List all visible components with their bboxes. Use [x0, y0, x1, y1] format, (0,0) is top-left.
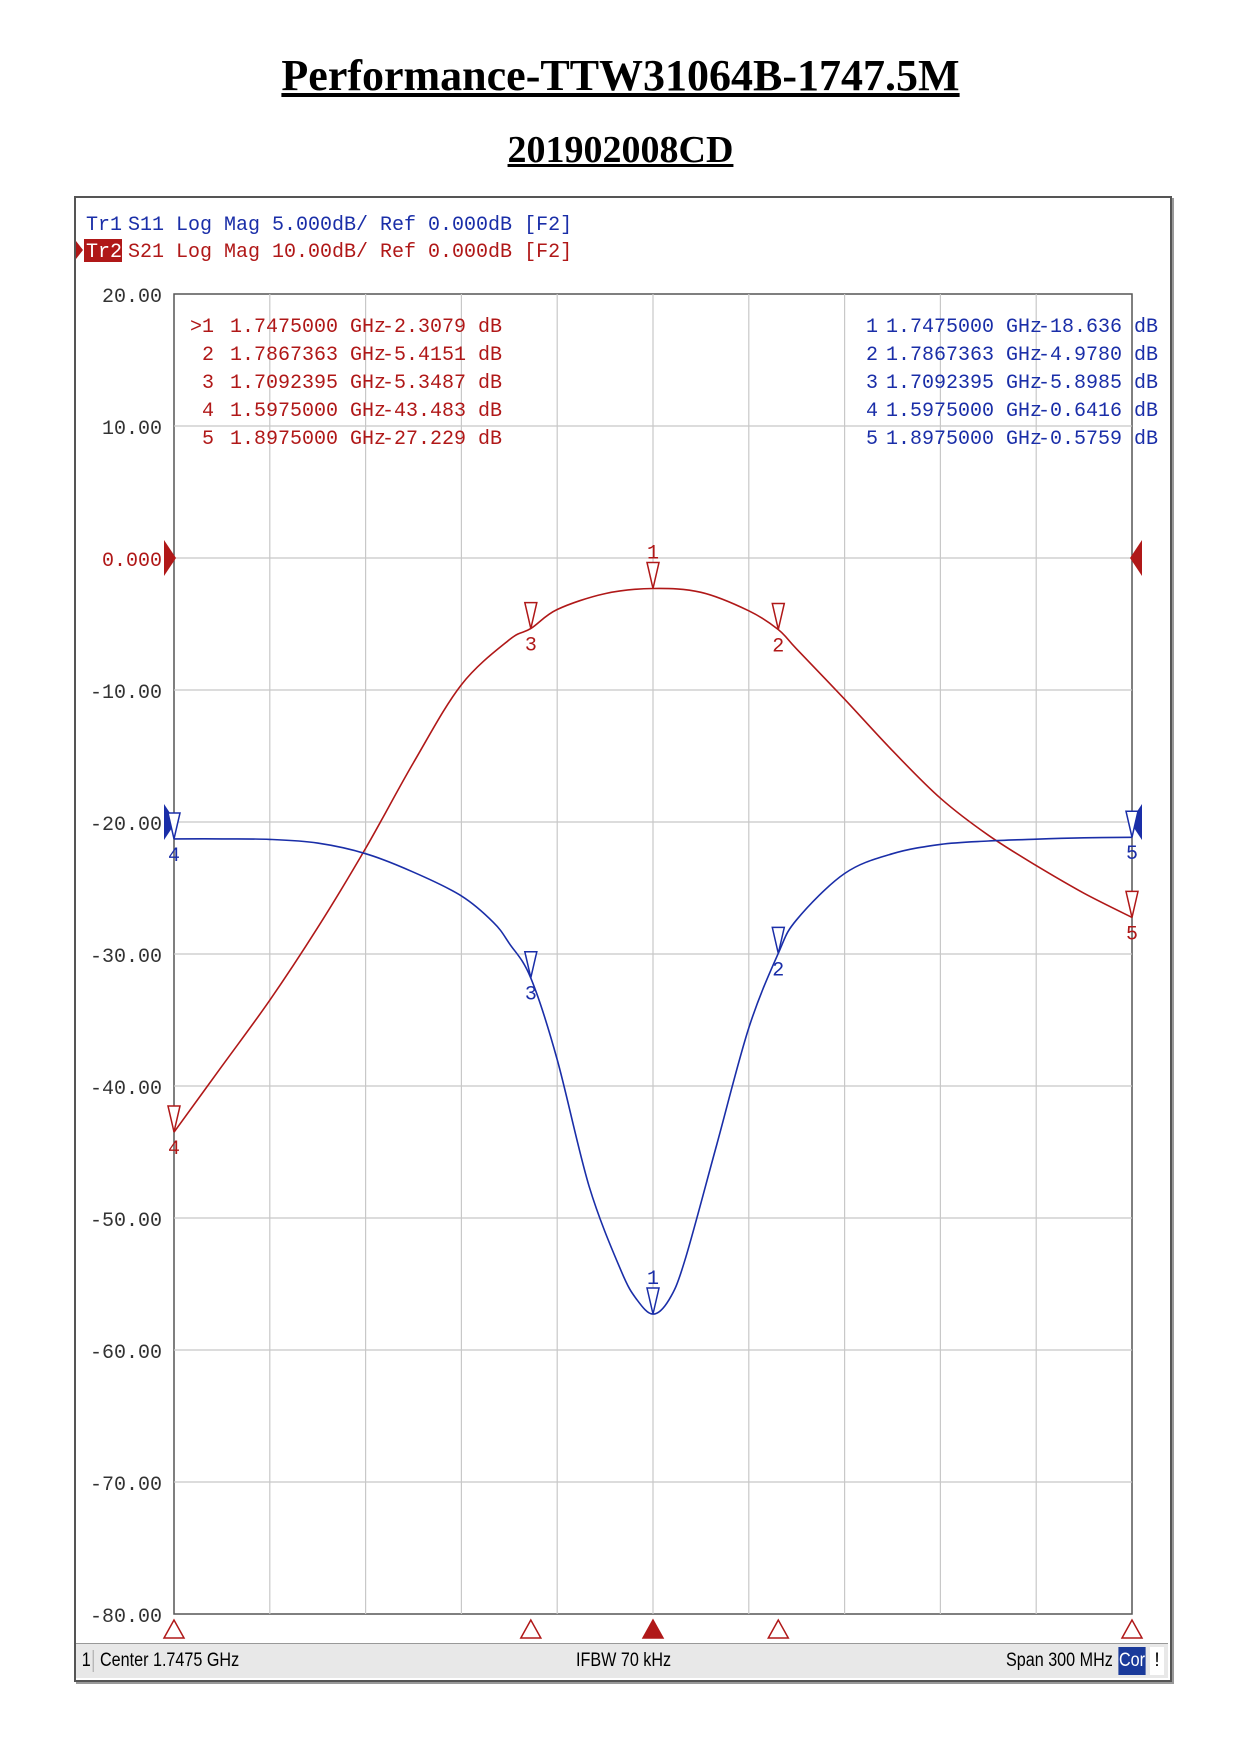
- s11-readout-num: 3: [866, 372, 878, 395]
- active-trace-indicator: [76, 241, 83, 259]
- s21-readout-freq: 1.7475000 GHz: [230, 316, 386, 339]
- correction-badge[interactable]: Cor: [1118, 1647, 1146, 1675]
- s21-readout-num: 4: [202, 400, 214, 423]
- grid: [164, 293, 1142, 1615]
- s21-marker-triangle: [523, 601, 538, 629]
- vna-screen: Tr1 S11 Log Mag 5.000dB/ Ref 0.000dB [F2…: [74, 196, 1172, 1682]
- marker-readouts: >1 1.7475000 GHz-2.3079 dB2 1.7867363 GHz-…: [190, 316, 1158, 451]
- channel-number[interactable]: 1: [80, 1650, 94, 1672]
- y-tick-label: 0.000: [102, 550, 162, 573]
- tr1-settings: S11 Log Mag 5.000dB/ Ref 0.000dB [F2]: [128, 214, 572, 237]
- s21-readout-freq: 1.8975000 GHz: [230, 428, 386, 451]
- page-title: Performance-TTW31064B-1747.5M: [281, 51, 960, 100]
- y-tick-label: -10.00: [90, 682, 162, 705]
- s21-readout-value: -5.3487 dB: [382, 372, 502, 395]
- chart-svg: Tr1 S11 Log Mag 5.000dB/ Ref 0.000dB [F2…: [76, 214, 1158, 1639]
- s11-marker-triangle: [523, 950, 538, 978]
- s21-trace: [173, 587, 1133, 1133]
- tr2-settings: S21 Log Mag 10.00dB/ Ref 0.000dB [F2]: [128, 241, 572, 264]
- s21-readout-freq: 1.7092395 GHz: [230, 372, 386, 395]
- y-tick-label: -20.00: [90, 814, 162, 837]
- bottom-marker-triangle: [162, 1618, 186, 1639]
- s11-marker-label: 3: [525, 984, 537, 1007]
- s21-marker-triangle: [646, 561, 660, 589]
- s21-readout-num: 3: [202, 372, 214, 395]
- s21-readout-freq: 1.5975000 GHz: [230, 400, 386, 423]
- s11-readout-freq: 1.7092395 GHz: [886, 372, 1042, 395]
- y-tick-label: -60.00: [90, 1342, 162, 1365]
- s11-readout-value: -5.8985 dB: [1038, 372, 1158, 395]
- s21-marker-label: 1: [647, 542, 659, 565]
- tr2-label[interactable]: Tr2: [86, 241, 122, 264]
- bottom-marker-triangle: [767, 1618, 790, 1639]
- status-bar: 1 Center 1.7475 GHz IFBW 70 kHz Span 300…: [76, 1643, 1168, 1678]
- s11-readout-value: -18.636 dB: [1038, 316, 1158, 339]
- y-tick-label: 10.00: [102, 418, 162, 441]
- y-tick-label: -80.00: [90, 1606, 162, 1629]
- s11-readout-freq: 1.7475000 GHz: [886, 316, 1042, 339]
- bottom-marker-triangle: [641, 1618, 665, 1639]
- s11-marker-triangle: [646, 1287, 660, 1315]
- s21-readout-num: >1: [190, 316, 214, 339]
- s21-readout-num: 2: [202, 344, 214, 367]
- s21-marker-triangle: [167, 1105, 181, 1133]
- center-frequency[interactable]: Center 1.7475 GHz: [100, 1650, 240, 1671]
- s21-marker-triangle: [771, 602, 786, 630]
- s11-marker-label: 5: [1126, 843, 1138, 866]
- s21-readout-value: -27.229 dB: [382, 428, 502, 451]
- s11-trace: [173, 836, 1133, 1315]
- s11-readout-num: 2: [866, 344, 878, 367]
- s21-marker-label: 2: [772, 635, 784, 658]
- if-bandwidth[interactable]: IFBW 70 kHz: [576, 1650, 672, 1671]
- s11-readout-value: -0.5759 dB: [1038, 428, 1158, 451]
- markers: 1 2 3 4 5 1 2 3 4 5: [167, 542, 1139, 1315]
- bottom-marker-triangle: [1120, 1618, 1144, 1639]
- s11-marker-triangle: [1125, 810, 1139, 838]
- s11-readout-num: 5: [866, 428, 878, 451]
- s11-marker-triangle: [167, 812, 181, 840]
- y-tick-label: -50.00: [90, 1210, 162, 1233]
- y-tick-label: -40.00: [90, 1078, 162, 1101]
- bottom-marker-indicators: [162, 1618, 1144, 1639]
- status-end-indicator: !: [1150, 1647, 1164, 1675]
- s11-readout-freq: 1.8975000 GHz: [886, 428, 1042, 451]
- s21-marker-label: 4: [168, 1138, 180, 1161]
- s11-readout-value: -4.9780 dB: [1038, 344, 1158, 367]
- traces: [173, 587, 1133, 1315]
- s11-readout-freq: 1.7867363 GHz: [886, 344, 1042, 367]
- s11-marker-label: 4: [168, 845, 180, 868]
- page-subtitle: 201902008CD: [507, 129, 734, 171]
- tr2-label-bg: [84, 239, 122, 262]
- s11-readout-num: 1: [866, 316, 878, 339]
- s11-readout-freq: 1.5975000 GHz: [886, 400, 1042, 423]
- y-tick-labels: 20.00 10.00 0.000 -10.00 -20.00 -30.00 -40.00 -…: [90, 286, 162, 1629]
- y-tick-label: -70.00: [90, 1474, 162, 1497]
- s11-readout-num: 4: [866, 400, 878, 423]
- s21-marker-label: 5: [1126, 923, 1138, 946]
- s21-ref-arrow-right: [1130, 540, 1142, 576]
- tr1-label[interactable]: Tr1: [86, 214, 122, 237]
- s11-marker-label: 2: [772, 959, 784, 982]
- s21-marker-triangle: [1125, 890, 1139, 918]
- frequency-span[interactable]: Span 300 MHz: [1006, 1650, 1113, 1671]
- s11-readout-value: -0.6416 dB: [1038, 400, 1158, 423]
- s21-readout-value: -2.3079 dB: [382, 316, 502, 339]
- y-tick-label: 20.00: [102, 286, 162, 309]
- s21-ref-arrow-left: [164, 540, 176, 576]
- s21-readout-num: 5: [202, 428, 214, 451]
- y-tick-label: -30.00: [90, 946, 162, 969]
- s21-readout-value: -5.4151 dB: [382, 344, 502, 367]
- s21-readout-freq: 1.7867363 GHz: [230, 344, 386, 367]
- s21-readout-value: -43.483 dB: [382, 400, 502, 423]
- s11-marker-triangle: [771, 926, 786, 954]
- s11-marker-label: 1: [647, 1268, 659, 1291]
- bottom-marker-triangle: [519, 1618, 543, 1639]
- s21-marker-label: 3: [525, 635, 537, 658]
